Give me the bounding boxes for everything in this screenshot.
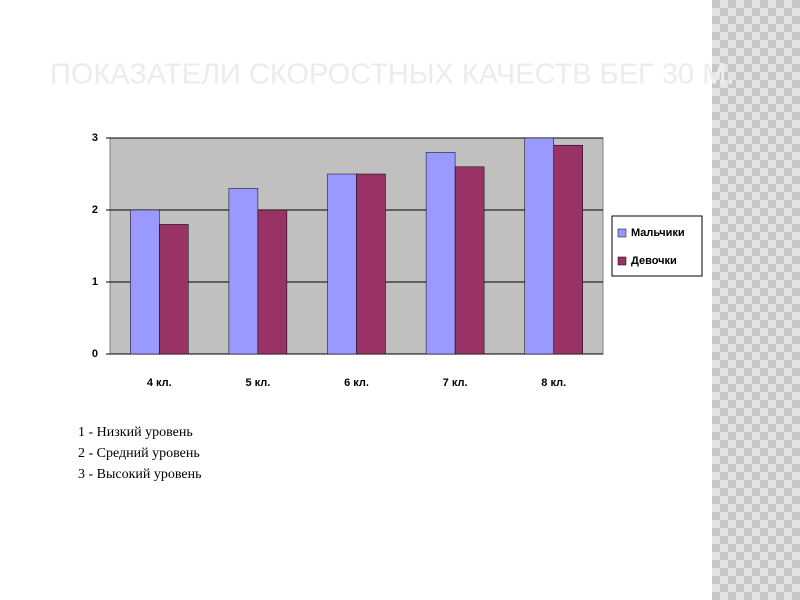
- y-tick-label: 2: [92, 204, 98, 216]
- x-tick-label: 6 кл.: [344, 377, 369, 389]
- x-tick-label: 8 кл.: [541, 377, 566, 389]
- legend-swatch: [617, 228, 627, 238]
- note: 2 - Средний уровень: [78, 446, 200, 461]
- y-tick-label: 1: [92, 276, 98, 288]
- note: 3 - Высокий уровень: [78, 467, 202, 482]
- bar: [228, 188, 259, 355]
- y-tick-label: 3: [92, 132, 98, 144]
- bar: [356, 173, 386, 355]
- legend: [611, 215, 703, 277]
- decor-strip: [712, 0, 800, 600]
- note: 1 - Низкий уровень: [78, 425, 193, 440]
- bar: [257, 209, 288, 355]
- legend-swatch: [617, 256, 627, 266]
- bar: [159, 224, 189, 355]
- chart-title: ПОКАЗАТЕЛИ СКОРОСТНЫХ КАЧЕСТВ БЕГ 30 М.: [50, 59, 734, 91]
- bar: [524, 137, 554, 355]
- legend-label: Мальчики: [631, 227, 685, 239]
- bar: [130, 209, 160, 355]
- bar: [425, 152, 456, 355]
- bar: [454, 166, 485, 355]
- bar: [553, 144, 583, 355]
- bar: [327, 173, 357, 355]
- x-tick-label: 5 кл.: [245, 377, 270, 389]
- legend-label: Девочки: [631, 255, 677, 267]
- y-tick-label: 0: [92, 348, 98, 360]
- x-tick-label: 7 кл.: [443, 377, 468, 389]
- x-tick-label: 4 кл.: [147, 377, 172, 389]
